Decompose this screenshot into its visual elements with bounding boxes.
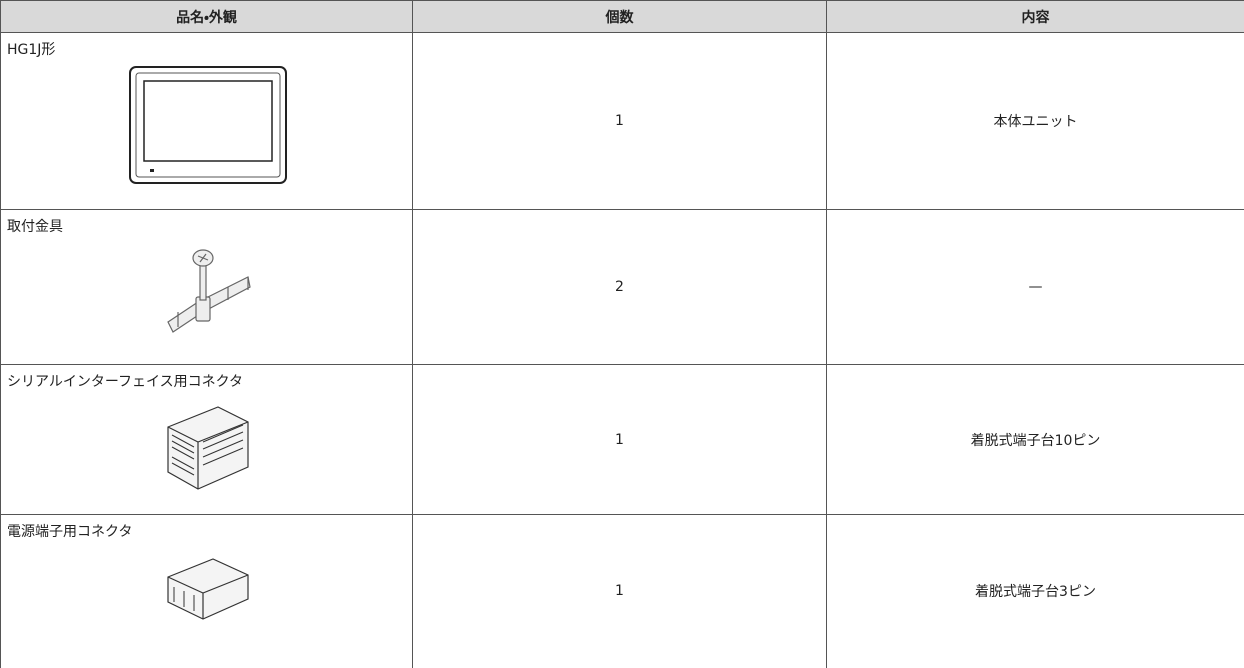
item-name: 電源端子用コネクタ — [7, 521, 408, 541]
power-connector-illustration — [158, 547, 258, 627]
quantity-cell: 1 — [413, 515, 827, 668]
bracket-illustration — [158, 242, 258, 342]
serial-connector-illustration — [158, 397, 258, 497]
header-row: 品名・外観 個数 内容 — [1, 1, 1244, 33]
header-cell: 個数 — [413, 1, 827, 33]
row: シリアルインターフェイス用コネクタ 1 着脱式端子台10ピン — [1, 365, 1244, 515]
row: HG1J形 1 本体ユニット — [1, 33, 1244, 210]
item-cell: 取付金具 — [1, 210, 413, 365]
description-cell: — — [827, 210, 1244, 365]
quantity-cell: 1 — [413, 365, 827, 515]
header-cell: 内容 — [827, 1, 1244, 33]
row: 取付金具 2 — — [1, 210, 1244, 365]
item-cell: 電源端子用コネクタ — [1, 515, 413, 668]
description-cell: 着脱式端子台10ピン — [827, 365, 1244, 515]
item-cell: HG1J形 — [1, 33, 413, 210]
item-name: シリアルインターフェイス用コネクタ — [7, 371, 408, 391]
description-cell: 本体ユニット — [827, 33, 1244, 210]
panel-illustration — [128, 65, 288, 185]
quantity-cell: 1 — [413, 33, 827, 210]
item-name: 取付金具 — [7, 216, 408, 236]
description-cell: 着脱式端子台3ピン — [827, 515, 1244, 668]
row: 電源端子用コネクタ 1 着脱式端子台3ピン — [1, 515, 1244, 668]
header-cell: 品名・外観 — [1, 1, 413, 33]
quantity-cell: 2 — [413, 210, 827, 365]
item-cell: シリアルインターフェイス用コネクタ — [1, 365, 413, 515]
item-name: HG1J形 — [7, 39, 408, 59]
